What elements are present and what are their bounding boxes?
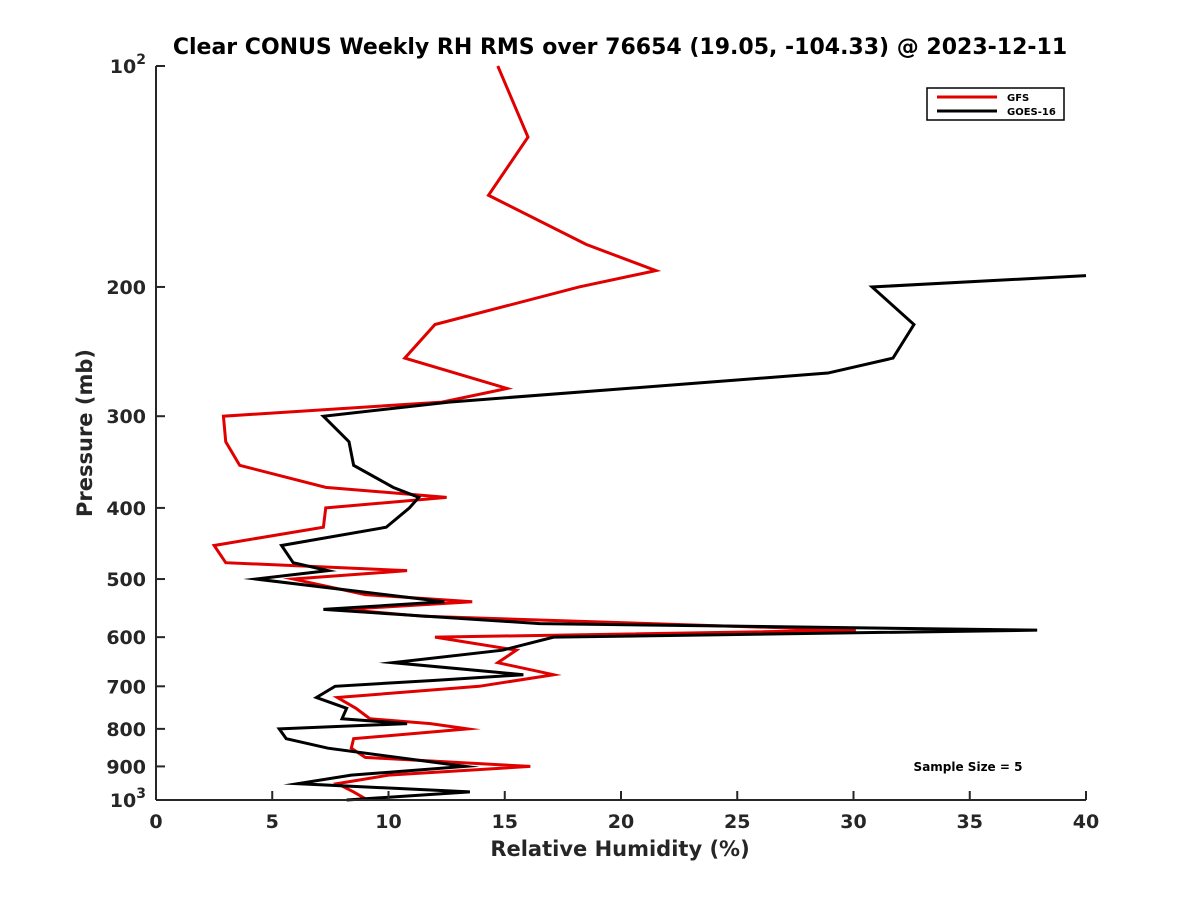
x-tick-label: 0: [149, 811, 162, 833]
y-tick-label: 200: [106, 277, 146, 299]
y-tick-label: 300: [106, 406, 146, 428]
y-tick-label: 500: [106, 569, 146, 591]
y-tick-label: 900: [106, 756, 146, 778]
y-tick-label: 800: [106, 719, 146, 741]
x-tick-label: 15: [492, 811, 518, 833]
x-tick-label: 10: [375, 811, 401, 833]
legend-box: [926, 87, 1065, 121]
sample-size-annotation: Sample Size = 5: [914, 760, 1023, 774]
chart-title: Clear CONUS Weekly RH RMS over 76654 (19…: [173, 35, 1067, 60]
x-tick-label: 35: [957, 811, 983, 833]
series-layer: [211, 65, 1087, 802]
y-tick-label: 400: [106, 498, 146, 520]
y-tick-label: 103: [110, 786, 146, 812]
x-tick-label: 5: [266, 811, 279, 833]
x-tick-label: 25: [724, 811, 750, 833]
legend-label: GFS: [1007, 93, 1029, 104]
y-tick-label: 700: [106, 676, 146, 698]
x-tick-label: 20: [608, 811, 634, 833]
x-tick-label: 40: [1073, 811, 1099, 833]
series-line-gfs: [211, 65, 856, 802]
legend-label: GOES-16: [1007, 107, 1056, 118]
y-tick-label: 600: [106, 627, 146, 649]
series-line-goes-16: [243, 274, 1087, 802]
x-tick-label: 30: [840, 811, 866, 833]
y-tick-label: 102: [110, 52, 146, 78]
y-axis-label: Pressure (mb): [73, 349, 97, 517]
legend: GFS GOES-16: [926, 87, 1065, 121]
x-axis-label: Relative Humidity (%): [490, 837, 749, 861]
